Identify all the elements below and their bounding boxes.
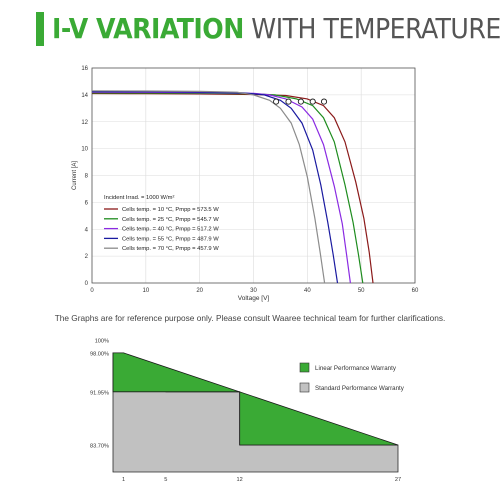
iv-chart: 0 10 20 30 40 50 60 0 2 4 6 8 10 12 14 16 Voltage [V] Cur… [72, 66, 419, 302]
irradiance-annotation: Incident Irrad. = 1000 W/m² [104, 195, 174, 201]
legend-label: Linear Performance Warranty [315, 365, 397, 372]
x-tick-label: 50 [358, 288, 365, 294]
legend-swatch [299, 382, 310, 393]
y-tick-label: 14 [81, 93, 88, 99]
plot-frame [91, 67, 416, 284]
y-tick-label: 91.95% [90, 390, 109, 396]
legend-label: Standard Performance Warranty [315, 385, 405, 392]
y-axis-label: Current [A] [72, 161, 78, 190]
iv-curve [91, 92, 364, 284]
mpp-marker [320, 98, 328, 105]
y-tick-label: 2 [85, 254, 89, 260]
legend-label: Cells temp. = 55 °C, Pmpp = 487.9 W [122, 236, 219, 242]
legend-label: Cells temp. = 70 °C, Pmpp = 457.9 W [122, 246, 219, 252]
legend-swatch [299, 362, 310, 373]
x-tick-label: 60 [412, 288, 419, 294]
legend-label: Cells temp. = 25 °C, Pmpp = 545.7 W [122, 217, 219, 223]
linear-warranty-area [112, 352, 399, 446]
x-tick-label: 12 [237, 477, 243, 483]
x-tick-label: 40 [304, 288, 311, 294]
x-tick-label: 1 [122, 477, 125, 483]
reference-note: The Graphs are for reference purpose onl… [54, 313, 446, 323]
mpp-marker [297, 98, 304, 105]
y-tick-label: 100% [95, 339, 109, 345]
title-bold-part: I-V VARIATION [52, 12, 244, 45]
page-title: I-V VARIATION WITH TEMPERATURE [52, 10, 500, 48]
mpp-marker [285, 98, 292, 105]
mpp-marker [309, 98, 316, 105]
x-tick-label: 5 [164, 477, 167, 483]
y-tick-label: 98.00% [90, 351, 109, 357]
iv-curve [91, 90, 339, 284]
y-tick-label: 10 [81, 147, 88, 153]
mpp-marker [273, 98, 280, 105]
x-tick-label: 27 [395, 477, 401, 483]
warranty-chart: 100% 98.00% 91.95% 83.70% 1 5 12 27 Linear Perfo… [90, 339, 405, 484]
y-tick-label: 16 [81, 66, 88, 72]
y-tick-label: 83.70% [90, 443, 109, 449]
y-tick-label: 4 [85, 227, 89, 233]
y-tick-label: 8 [85, 174, 89, 180]
x-tick-label: 10 [142, 288, 149, 294]
title-light-part: WITH TEMPERATURE [251, 12, 500, 45]
y-tick-label: 6 [85, 200, 89, 206]
x-tick-label: 30 [250, 288, 257, 294]
legend-label: Cells temp. = 40 °C, Pmpp = 517.2 W [122, 227, 219, 233]
legend-label: Cells temp. = 10 °C, Pmpp = 573.5 W [122, 207, 219, 213]
iv-curve [91, 90, 326, 284]
x-axis-label: Voltage [V] [238, 295, 270, 302]
iv-curve [91, 91, 351, 284]
header-accent-bar [36, 12, 44, 46]
y-tick-label: 0 [85, 281, 89, 287]
x-tick-label: 0 [90, 288, 94, 294]
x-tick-label: 20 [196, 288, 203, 294]
y-tick-label: 12 [81, 120, 88, 126]
